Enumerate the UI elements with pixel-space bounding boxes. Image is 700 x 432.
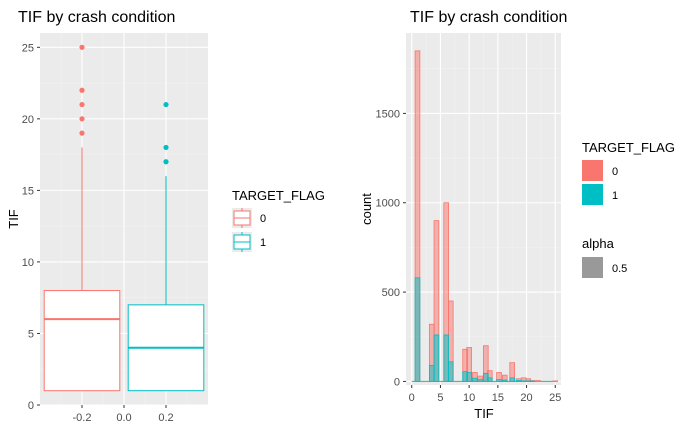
histogram-x-axis-title: TIF: [474, 406, 494, 421]
histogram-bar-1: [496, 379, 502, 382]
histogram-legend: TARGET_FLAG 0 1: [582, 140, 675, 205]
box-outlier-point-0: [79, 101, 85, 108]
box-outlier-point-1: [163, 144, 169, 151]
boxplot-y-axis-title: TIF: [6, 209, 21, 229]
boxplot-legend-title: TARGET_FLAG: [232, 188, 325, 203]
boxplot-legend: TARGET_FLAG 0 1: [232, 188, 325, 252]
boxplot-legend-item-0: 0: [232, 208, 266, 228]
histogram-bar-1: [477, 379, 483, 382]
histogram-bar-1: [447, 361, 454, 382]
histogram-x-tick-label: 20: [520, 392, 532, 404]
histogram-x-ticks: 0 5 10 15 20 25: [409, 385, 561, 404]
boxplot-y-tick-label: 5: [28, 328, 34, 340]
histogram-legend-key-1: [582, 184, 603, 205]
histogram-bars: [411, 50, 559, 382]
histogram-alpha-legend-label-0: 0.5: [612, 263, 627, 275]
histogram-bar-1: [501, 379, 508, 382]
histogram-x-tick-label: 5: [437, 392, 443, 404]
boxplot-legend-label-1: 1: [260, 237, 266, 249]
histogram-alpha-legend-item-0: 0.5: [582, 257, 627, 278]
histogram-alpha-legend-key-0: [582, 257, 603, 278]
histogram-x-tick-label: 25: [549, 392, 561, 404]
boxplot-y-tick-label: 15: [22, 185, 34, 197]
box-body-0: [43, 290, 121, 392]
histogram-legend-item-1: 1: [582, 184, 618, 205]
box-outlier-point-0: [79, 87, 85, 93]
boxplot-x-ticks: -0.2 0.0 0.2: [73, 405, 174, 424]
histogram-bar-1: [529, 380, 536, 382]
boxplot-y-ticks: 0 5 10 15 20 25: [22, 42, 40, 412]
boxplot-y-tick-label: 0: [28, 400, 34, 412]
boxplot-title: TIF by crash condition: [18, 9, 175, 26]
histogram-x-tick-label: 15: [492, 392, 504, 404]
histogram-bar-1: [487, 377, 493, 382]
histogram-alpha-legend: alpha 0.5: [582, 236, 627, 278]
histogram-bar-1: [443, 334, 449, 382]
boxplot-y-tick-label: 25: [22, 42, 34, 54]
boxplot-marks: [43, 44, 205, 392]
histogram-bar-1: [414, 277, 421, 382]
histogram-x-tick-label: 0: [409, 392, 415, 404]
boxplot-y-tick-label: 10: [22, 257, 34, 269]
histogram-bar-0: [535, 380, 541, 382]
histogram-legend-title: TARGET_FLAG: [582, 140, 675, 155]
histogram-bar-1: [466, 372, 472, 382]
histogram-legend-key-0: [582, 160, 603, 181]
histogram-bar-1: [429, 364, 435, 382]
histogram-bar-1: [515, 380, 522, 382]
boxplot-x-tick-label: 0.0: [116, 412, 131, 424]
histogram-x-tick-label: 10: [463, 392, 475, 404]
histogram-y-tick-label: 500: [382, 287, 400, 299]
boxplot-legend-item-1: 1: [232, 232, 266, 252]
boxplot-x-tick-label: 0.2: [158, 412, 173, 424]
histogram-legend-label-1: 1: [612, 190, 618, 202]
histogram-y-tick-label: 0: [394, 376, 400, 388]
box-outlier-point-1: [163, 101, 169, 108]
box-outlier-point-0: [79, 130, 85, 136]
histogram-y-tick-label: 1500: [376, 108, 400, 120]
histogram-bar-1: [472, 377, 478, 382]
box-outlier-point-0: [79, 116, 85, 122]
boxplot-y-tick-label: 20: [22, 114, 34, 126]
histogram-title: TIF by crash condition: [410, 9, 567, 26]
histogram-bar-1: [483, 372, 489, 382]
histogram-bar-0: [552, 380, 559, 382]
histogram-bar-1: [520, 380, 527, 382]
histogram-y-tick-label: 1000: [376, 198, 400, 210]
histogram-bar-1: [509, 377, 515, 382]
histogram-y-ticks: 0 500 1000 1500: [376, 108, 406, 388]
histogram-legend-item-0: 0: [582, 160, 618, 181]
histogram-y-axis-title: count: [359, 193, 374, 225]
boxplot-legend-label-0: 0: [260, 213, 266, 225]
histogram-legend-label-0: 0: [612, 166, 618, 178]
histogram-bar-1: [433, 334, 440, 382]
box-outlier-point-1: [163, 159, 169, 165]
box-outlier-point-0: [79, 44, 85, 50]
histogram-alpha-legend-title: alpha: [582, 236, 615, 251]
boxplot-x-tick-label: -0.2: [73, 412, 92, 424]
